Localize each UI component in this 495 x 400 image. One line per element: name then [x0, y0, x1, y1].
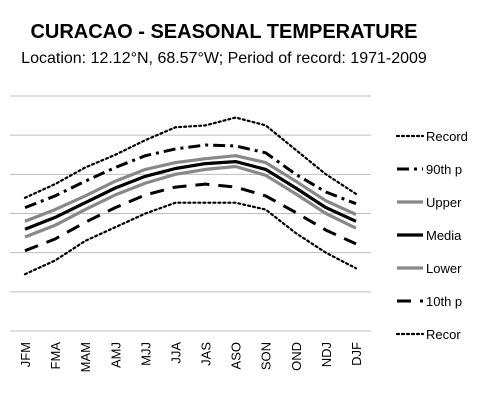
legend-label: Record	[426, 129, 468, 144]
series-line	[24, 143, 357, 209]
gridlines	[10, 95, 371, 332]
x-axis-tick-labels: JFM FMA MAM AMJ MJJ JJA JAS ASO SON OND NDJ DJF	[18, 342, 364, 373]
x-tick-label: MAM	[78, 342, 93, 372]
series-lines	[23, 116, 358, 276]
legend-label: Media	[426, 228, 462, 243]
chart-title: CURACAO - SEASONAL TEMPERATURE	[30, 21, 417, 43]
series-line	[23, 116, 358, 199]
x-tick-label: JAS	[199, 342, 214, 366]
series-line	[24, 154, 357, 223]
legend-label: 10th p	[426, 294, 462, 309]
x-tick-label: NDJ	[319, 342, 334, 367]
x-tick-label: DJF	[349, 342, 364, 366]
series-line	[24, 160, 357, 231]
x-tick-label: JJA	[168, 342, 183, 364]
x-tick-label: ASO	[229, 342, 244, 369]
legend: Record 90th p Upper Media Lower 10th p Recor	[395, 129, 468, 342]
x-tick-label: AMJ	[108, 342, 123, 368]
legend-label: Upper	[426, 195, 462, 210]
x-tick-label: MJJ	[138, 342, 153, 366]
legend-label: Recor	[426, 327, 461, 342]
x-tick-label: SON	[259, 342, 274, 370]
x-tick-label: JFM	[18, 342, 33, 367]
legend-label: Lower	[426, 261, 462, 276]
x-tick-label: FMA	[48, 342, 63, 370]
series-line	[24, 164, 357, 239]
series-line	[23, 201, 358, 276]
x-tick-label: OND	[289, 342, 304, 371]
legend-label: 90th p	[426, 162, 462, 177]
chart-subtitle: Location: 12.12°N, 68.57°W; Period of re…	[21, 50, 427, 67]
